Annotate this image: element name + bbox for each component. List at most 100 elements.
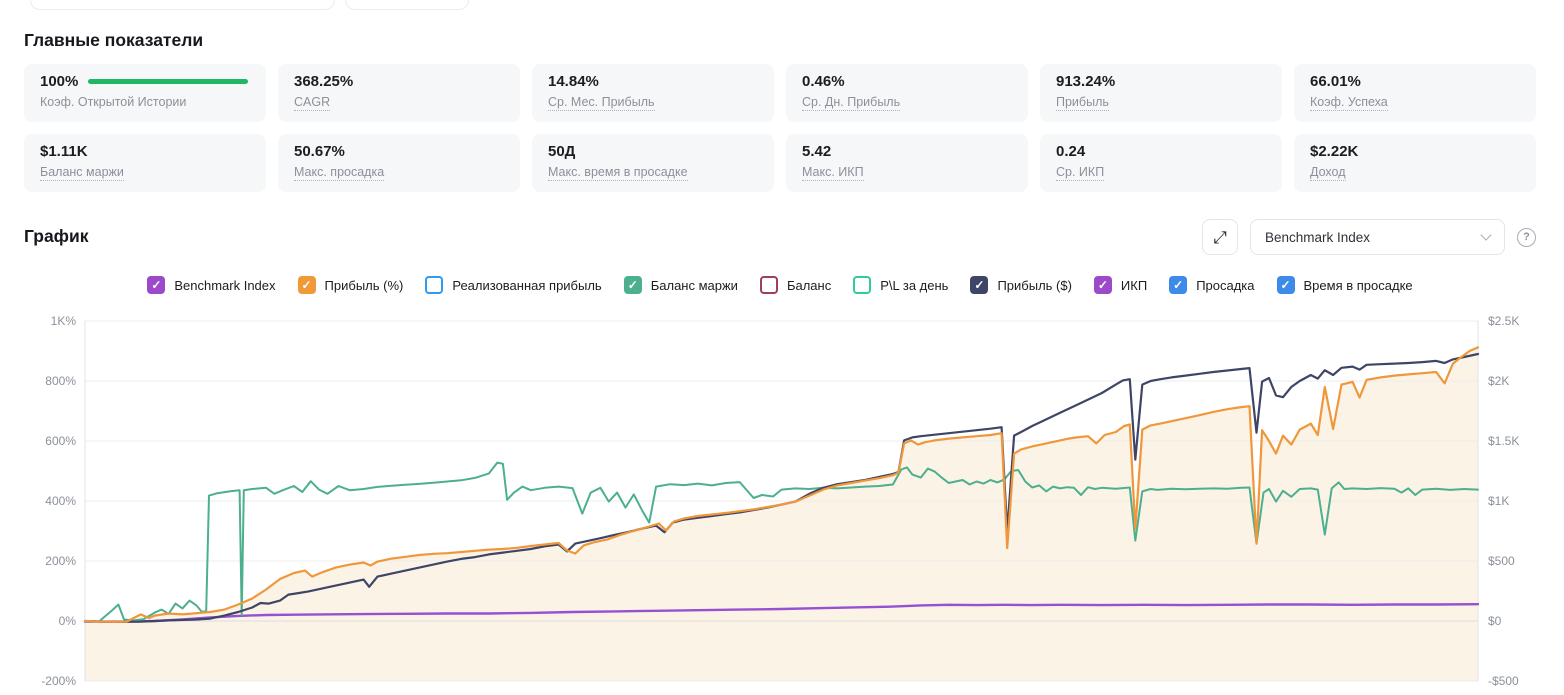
right-axis-tick: $2K bbox=[1488, 374, 1509, 388]
metric-label: Макс. время в просадке bbox=[548, 165, 688, 181]
metric-label: Коэф. Открытой Истории bbox=[40, 95, 187, 109]
metric-label: Прибыль bbox=[1056, 95, 1109, 111]
metric-card: 368.25% CAGR bbox=[278, 64, 520, 122]
metric-label: Коэф. Успеха bbox=[1310, 95, 1388, 111]
series-line-profit-usd[interactable] bbox=[83, 352, 1480, 623]
check-icon: ✓ bbox=[301, 278, 312, 292]
metric-value: 0.46% bbox=[802, 73, 845, 90]
left-axis-tick: 200% bbox=[45, 554, 76, 568]
metric-value: $2.22K bbox=[1310, 143, 1359, 160]
progress-bar bbox=[88, 79, 248, 84]
benchmark-select-value: Benchmark Index bbox=[1265, 229, 1371, 245]
legend-item-profit-usd[interactable]: ✓ Прибыль ($) bbox=[970, 276, 1072, 294]
metric-value: 50Д bbox=[548, 143, 576, 160]
legend-item-ikp[interactable]: ✓ ИКП bbox=[1093, 276, 1147, 294]
chart-legend: ✓ Benchmark Index ✓ Прибыль (%) Реализованна… bbox=[24, 274, 1536, 296]
metric-card: 50.67% Макс. просадка bbox=[278, 134, 520, 192]
metric-value: 50.67% bbox=[294, 143, 345, 160]
metric-label: Баланс маржи bbox=[40, 165, 124, 181]
metric-label: Макс. ИКП bbox=[802, 165, 864, 181]
metrics-section-title: Главные показатели bbox=[24, 30, 204, 50]
checkbox-checked-icon[interactable]: ✓ bbox=[623, 276, 642, 294]
profit-area-fill bbox=[85, 347, 1478, 681]
metric-card: 50Д Макс. время в просадке bbox=[532, 134, 774, 192]
legend-label: Реализованная прибыль bbox=[452, 277, 602, 293]
legend-item-balance[interactable]: Баланс bbox=[759, 276, 831, 294]
legend-label: Benchmark Index bbox=[174, 277, 276, 293]
metric-label: Доход bbox=[1310, 165, 1346, 181]
legend-label: Прибыль (%) bbox=[324, 277, 404, 293]
right-axis-tick: $500 bbox=[1488, 554, 1515, 568]
left-axis-tick: 600% bbox=[45, 434, 76, 448]
metric-label: CAGR bbox=[294, 95, 331, 111]
right-axis-tick: $1.5K bbox=[1488, 434, 1519, 448]
metric-card: 0.24 Ср. ИКП bbox=[1040, 134, 1282, 192]
chart-plot[interactable]: 1K% 800% 600% 400% 200% 0% -200% $2.5K $2K $1.5K $… bbox=[24, 308, 1540, 695]
metric-card: 14.84% Ср. Мес. Прибыль bbox=[532, 64, 774, 122]
metric-value: 913.24% bbox=[1056, 73, 1116, 90]
checkbox-checked-icon[interactable]: ✓ bbox=[970, 276, 989, 294]
benchmark-select[interactable]: Benchmark Index bbox=[1250, 219, 1505, 255]
metrics-row-1: 100% Коэф. Открытой Истории 368.25% CAGR 14.… bbox=[24, 64, 1536, 122]
legend-item-realized-profit[interactable]: Реализованная прибыль bbox=[425, 276, 602, 294]
expand-icon: ⤢ bbox=[1213, 227, 1227, 247]
legend-item-pl-per-day[interactable]: P\L за день bbox=[853, 276, 948, 294]
checkbox-unchecked-icon[interactable] bbox=[759, 276, 778, 294]
toolbar-field-1[interactable] bbox=[30, 0, 335, 10]
chart-controls: ⤢ Benchmark Index ? bbox=[1202, 219, 1536, 255]
right-axis-tick: -$500 bbox=[1488, 674, 1519, 688]
checkbox-checked-icon[interactable]: ✓ bbox=[147, 276, 166, 294]
legend-item-time-in-drawdown[interactable]: ✓ Время в просадке bbox=[1276, 276, 1413, 294]
checkbox-checked-icon[interactable]: ✓ bbox=[297, 276, 316, 294]
series-line-margin-balance[interactable] bbox=[84, 461, 1479, 623]
series-line-benchmark[interactable] bbox=[83, 603, 1480, 623]
legend-item-margin-balance[interactable]: ✓ Баланс маржи bbox=[623, 276, 738, 294]
metric-label: Макс. просадка bbox=[294, 165, 385, 181]
metric-card: 913.24% Прибыль bbox=[1040, 64, 1282, 122]
metric-value: $1.11K bbox=[40, 143, 88, 160]
metric-card: 5.42 Макс. ИКП bbox=[786, 134, 1028, 192]
metric-card: 66.01% Коэф. Успеха bbox=[1294, 64, 1536, 122]
legend-item-benchmark[interactable]: ✓ Benchmark Index bbox=[147, 276, 276, 294]
checkbox-checked-icon[interactable]: ✓ bbox=[1169, 276, 1188, 294]
metric-label: Ср. Мес. Прибыль bbox=[548, 95, 655, 111]
legend-item-profit-pct[interactable]: ✓ Прибыль (%) bbox=[297, 276, 404, 294]
help-icon[interactable]: ? bbox=[1517, 227, 1536, 247]
check-icon: ✓ bbox=[1173, 278, 1184, 292]
legend-label: Прибыль ($) bbox=[997, 277, 1072, 293]
metric-value: 14.84% bbox=[548, 73, 599, 90]
check-icon: ✓ bbox=[1097, 278, 1108, 292]
right-axis-tick: $0 bbox=[1488, 614, 1502, 628]
metric-card: $2.22K Доход bbox=[1294, 134, 1536, 192]
left-axis-tick: 800% bbox=[45, 374, 76, 388]
checkbox-unchecked-icon[interactable] bbox=[425, 276, 444, 294]
metric-value: 66.01% bbox=[1310, 73, 1361, 90]
checkbox-unchecked-icon[interactable] bbox=[853, 276, 872, 294]
legend-label: Время в просадке bbox=[1303, 277, 1413, 293]
metric-value: 5.42 bbox=[802, 143, 832, 160]
metric-value: 368.25% bbox=[294, 73, 354, 90]
check-icon: ✓ bbox=[151, 278, 162, 292]
left-axis-tick: 0% bbox=[59, 614, 77, 628]
metric-label: Ср. Дн. Прибыль bbox=[802, 95, 901, 111]
legend-item-drawdown[interactable]: ✓ Просадка bbox=[1169, 276, 1255, 294]
expand-chart-button[interactable]: ⤢ bbox=[1202, 219, 1238, 255]
checkbox-checked-icon[interactable]: ✓ bbox=[1093, 276, 1112, 294]
right-axis-tick: $2.5K bbox=[1488, 314, 1519, 328]
chart-section-title: График bbox=[24, 226, 89, 246]
check-icon: ✓ bbox=[974, 278, 985, 292]
left-axis-tick: 400% bbox=[45, 494, 76, 508]
toolbar-field-2[interactable] bbox=[345, 0, 469, 10]
checkbox-checked-icon[interactable]: ✓ bbox=[1276, 276, 1295, 294]
right-axis-tick: $1K bbox=[1488, 494, 1509, 508]
metric-card: 100% Коэф. Открытой Истории bbox=[24, 64, 266, 122]
series-line-profit-pct[interactable] bbox=[83, 346, 1480, 623]
metric-card: 0.46% Ср. Дн. Прибыль bbox=[786, 64, 1028, 122]
metric-card: $1.11K Баланс маржи bbox=[24, 134, 266, 192]
check-icon: ✓ bbox=[1280, 278, 1291, 292]
legend-label: P\L за день bbox=[880, 277, 949, 293]
metric-value: 0.24 bbox=[1056, 143, 1086, 160]
metrics-row-2: $1.11K Баланс маржи 50.67% Макс. просадка 50… bbox=[24, 134, 1536, 192]
chevron-down-icon bbox=[1480, 229, 1492, 241]
